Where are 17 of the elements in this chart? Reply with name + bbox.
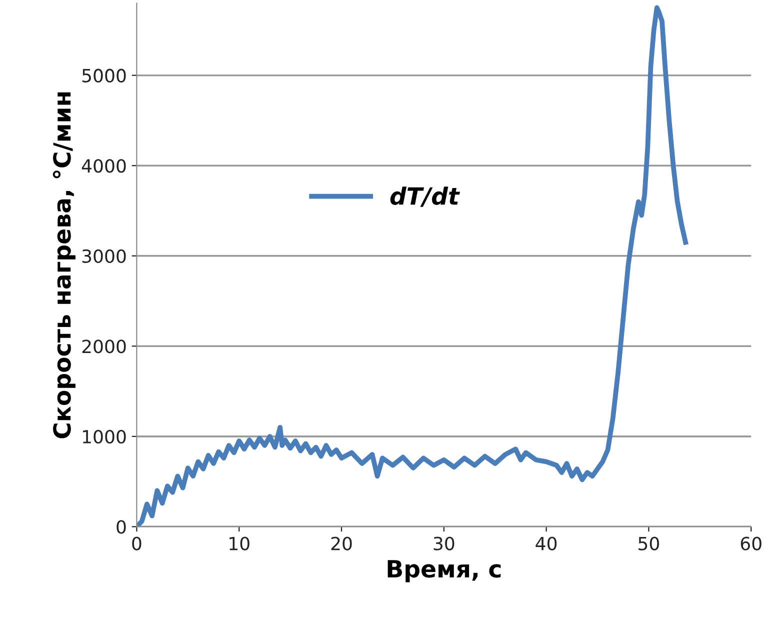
- y-axis-title: Скорость нагрева, °С/мин: [52, 92, 76, 438]
- x-tick-label: 0: [132, 536, 142, 550]
- y-tick-label: 3000: [82, 249, 126, 263]
- y-tick-label: 4000: [82, 159, 126, 173]
- y-tick-label: 2000: [82, 340, 126, 354]
- legend-label: dT/dt: [390, 186, 460, 207]
- line-series: [136, 5, 688, 527]
- y-tick-label: 1000: [83, 430, 126, 444]
- x-axis-title: Время, с: [388, 560, 501, 582]
- x-tick-label: 20: [331, 536, 352, 550]
- y-tick-label: 0: [116, 520, 126, 534]
- y-tick-label: 5000: [82, 68, 126, 82]
- x-tick-label: 30: [434, 536, 454, 550]
- x-tick-label: 60: [740, 536, 762, 550]
- x-tick-label: 40: [536, 536, 557, 550]
- x-tick-label: 10: [230, 536, 250, 550]
- x-tick-label: 50: [638, 536, 659, 550]
